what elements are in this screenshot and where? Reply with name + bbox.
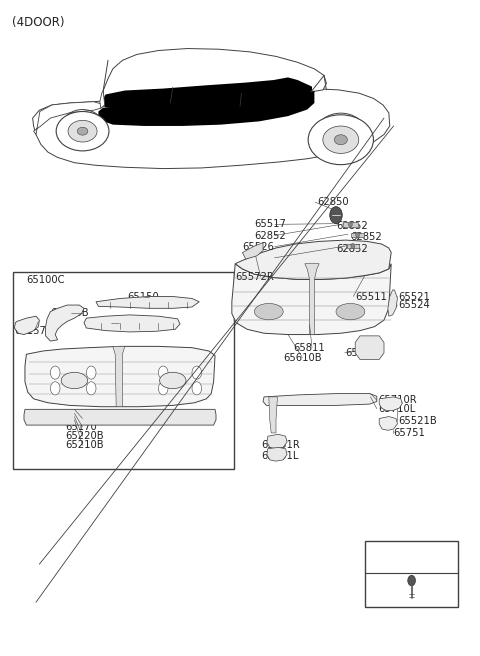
Text: 65751: 65751 xyxy=(394,428,425,438)
Circle shape xyxy=(86,382,96,395)
Bar xyxy=(365,541,458,607)
Polygon shape xyxy=(305,264,319,335)
Ellipse shape xyxy=(61,373,88,388)
Text: 65517: 65517 xyxy=(254,219,286,230)
Text: 65100C: 65100C xyxy=(26,275,65,285)
Circle shape xyxy=(158,366,168,379)
Text: 65610B: 65610B xyxy=(283,352,322,363)
Text: 65130B: 65130B xyxy=(94,318,132,328)
Text: 65710L: 65710L xyxy=(378,403,416,414)
Polygon shape xyxy=(263,394,377,405)
Polygon shape xyxy=(388,290,397,316)
Ellipse shape xyxy=(323,126,359,154)
Text: 65710R: 65710R xyxy=(378,395,417,405)
Polygon shape xyxy=(84,315,180,332)
Text: 65170: 65170 xyxy=(65,422,96,432)
Text: 65180: 65180 xyxy=(65,413,96,424)
Bar xyxy=(347,243,359,248)
Circle shape xyxy=(330,207,342,224)
Text: 65521: 65521 xyxy=(398,291,430,302)
Polygon shape xyxy=(46,305,84,341)
Text: 65551L: 65551L xyxy=(262,451,299,461)
Text: 65524: 65524 xyxy=(398,300,430,310)
Polygon shape xyxy=(96,297,199,308)
Text: 65511: 65511 xyxy=(355,291,387,302)
Polygon shape xyxy=(33,89,390,169)
Text: 65572L: 65572L xyxy=(346,348,383,358)
Circle shape xyxy=(348,222,352,227)
Polygon shape xyxy=(100,91,105,108)
Polygon shape xyxy=(355,336,384,359)
Polygon shape xyxy=(379,397,402,411)
Ellipse shape xyxy=(77,127,88,135)
Polygon shape xyxy=(379,417,397,430)
Text: 62852: 62852 xyxy=(336,244,368,255)
Ellipse shape xyxy=(56,112,109,151)
Text: 65811: 65811 xyxy=(293,342,324,353)
Text: 62852: 62852 xyxy=(336,221,368,232)
Text: 65572R: 65572R xyxy=(235,272,274,282)
Ellipse shape xyxy=(336,303,365,319)
Polygon shape xyxy=(232,264,391,335)
Polygon shape xyxy=(14,316,39,335)
Text: 65526: 65526 xyxy=(242,241,274,252)
Text: 1129GD: 1129GD xyxy=(390,550,433,561)
Ellipse shape xyxy=(308,115,373,165)
Ellipse shape xyxy=(334,134,348,145)
Polygon shape xyxy=(113,346,125,407)
Circle shape xyxy=(192,382,202,395)
Text: 62850: 62850 xyxy=(317,197,348,207)
Circle shape xyxy=(408,575,415,586)
Polygon shape xyxy=(267,434,287,449)
Text: 65551R: 65551R xyxy=(262,440,300,450)
Text: 65521B: 65521B xyxy=(398,416,437,426)
Ellipse shape xyxy=(68,120,97,142)
Polygon shape xyxy=(24,409,216,425)
Polygon shape xyxy=(103,49,326,105)
Text: 62852: 62852 xyxy=(350,232,382,243)
Circle shape xyxy=(351,243,355,249)
Polygon shape xyxy=(267,447,287,461)
Circle shape xyxy=(50,382,60,395)
Circle shape xyxy=(192,366,202,379)
Circle shape xyxy=(50,366,60,379)
Text: 65210B: 65210B xyxy=(65,440,103,451)
Circle shape xyxy=(158,382,168,395)
Polygon shape xyxy=(269,397,277,433)
Text: 65220B: 65220B xyxy=(65,431,103,441)
Text: 65150: 65150 xyxy=(127,291,159,302)
Bar xyxy=(343,222,358,226)
Bar xyxy=(13,272,234,469)
Circle shape xyxy=(86,366,96,379)
Polygon shape xyxy=(101,77,312,110)
Ellipse shape xyxy=(159,373,186,388)
Polygon shape xyxy=(98,91,314,126)
Text: 62852: 62852 xyxy=(254,231,286,241)
Polygon shape xyxy=(242,243,263,259)
Bar xyxy=(351,232,364,237)
Polygon shape xyxy=(25,346,215,407)
Circle shape xyxy=(356,232,360,237)
Ellipse shape xyxy=(254,303,283,319)
Text: 65157A: 65157A xyxy=(14,325,53,336)
Polygon shape xyxy=(34,102,105,134)
Text: (4DOOR): (4DOOR) xyxy=(12,16,64,30)
Polygon shape xyxy=(235,240,391,279)
Text: 65513B: 65513B xyxy=(50,308,89,318)
